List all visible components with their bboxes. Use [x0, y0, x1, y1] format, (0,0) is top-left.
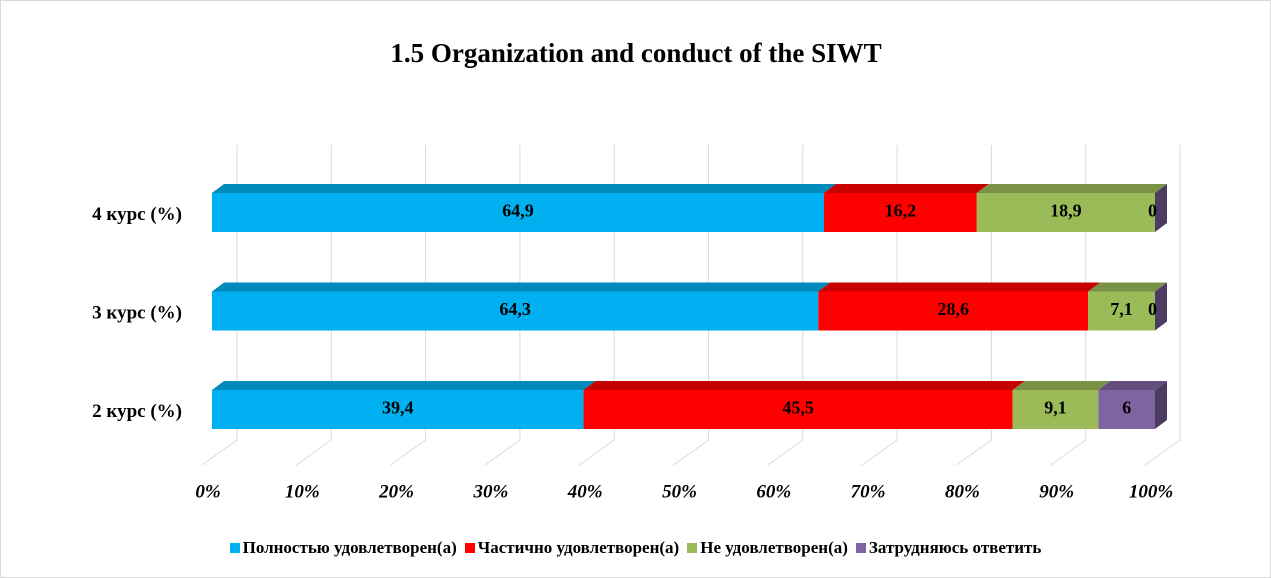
x-tick-label: 10% [285, 481, 320, 502]
grid-line [1050, 145, 1087, 466]
data-label: 39,4 [382, 398, 414, 418]
x-tick-label: 40% [567, 481, 603, 502]
bar-top [1012, 381, 1111, 390]
data-label: 6 [1122, 398, 1131, 418]
grid-line [673, 145, 709, 466]
chart-title: 1.5 Organization and conduct of the SIWT [390, 38, 881, 68]
legend-item: Не удовлетворен(а) [687, 538, 848, 558]
legend-swatch [855, 543, 866, 553]
x-tick-label: 30% [472, 481, 508, 502]
data-label: 64,3 [499, 299, 531, 319]
bar [976, 193, 1155, 232]
legend-swatch [229, 543, 240, 553]
x-tick-label: 20% [378, 481, 414, 502]
data-label: 18,9 [1050, 201, 1082, 221]
bar [1012, 390, 1099, 429]
y-tick-label: 2 курс (%) [92, 401, 182, 422]
bar-top [583, 381, 1025, 390]
bar-top [212, 381, 596, 390]
data-label: 45,5 [782, 398, 814, 418]
x-tick-label: 80% [945, 481, 980, 502]
bar [212, 291, 819, 331]
bar [212, 390, 584, 429]
x-tick-label: 0% [195, 481, 220, 502]
legend-item: Частично удовлетворен(а) [464, 538, 680, 558]
legend: Полностью удовлетворен(а) Частично удовле… [0, 538, 1271, 558]
data-label: 16,2 [885, 201, 917, 221]
grid-line [390, 145, 427, 466]
bar-top [976, 184, 1167, 193]
bar [818, 291, 1089, 331]
bar-top [212, 282, 831, 292]
legend-label: Полностью удовлетворен(а) [242, 538, 457, 557]
legend-label: Частично удовлетворен(а) [477, 538, 680, 557]
grid-line [201, 145, 238, 466]
data-label: 0 [1148, 201, 1157, 221]
y-tick-label: 3 курс (%) [92, 302, 182, 323]
legend-swatch [687, 543, 698, 553]
legend-swatch [464, 543, 475, 553]
bar-side [1155, 282, 1167, 331]
bar-side [1155, 381, 1167, 429]
grid-line [861, 145, 898, 466]
bar-top [818, 282, 1101, 292]
bar-top [1098, 381, 1167, 390]
bar [1088, 291, 1155, 331]
data-label: 64,9 [502, 201, 534, 221]
grid-line [1144, 145, 1181, 466]
bar [212, 193, 825, 232]
bar-side [1155, 184, 1167, 232]
legend-item: Затрудняюсь ответить [855, 538, 1042, 558]
bar-top [212, 184, 837, 193]
data-label: 28,6 [937, 299, 969, 319]
x-tick-label: 60% [756, 481, 791, 502]
grid-line [484, 145, 521, 466]
x-tick-label: 100% [1129, 481, 1173, 502]
legend-label: Не удовлетворен(а) [700, 538, 848, 557]
grid-line [767, 145, 804, 466]
x-tick-label: 70% [851, 481, 886, 502]
bar [1098, 390, 1155, 429]
bar-top [1088, 282, 1167, 292]
grid-line [578, 145, 615, 466]
x-tick-label: 90% [1039, 481, 1074, 502]
grid-line [296, 145, 332, 466]
x-tick-label: 50% [662, 481, 697, 502]
bar [583, 390, 1013, 429]
bar [824, 193, 977, 232]
grid-line [956, 145, 992, 466]
legend-item: Полностью удовлетворен(а) [229, 538, 457, 558]
legend-label: Затрудняюсь ответить [868, 538, 1042, 557]
bar-top [824, 184, 989, 193]
data-label: 7,1 [1110, 299, 1133, 319]
data-label: 0 [1148, 299, 1157, 319]
y-tick-label: 4 курс (%) [92, 204, 182, 225]
data-label: 9,1 [1044, 398, 1067, 418]
